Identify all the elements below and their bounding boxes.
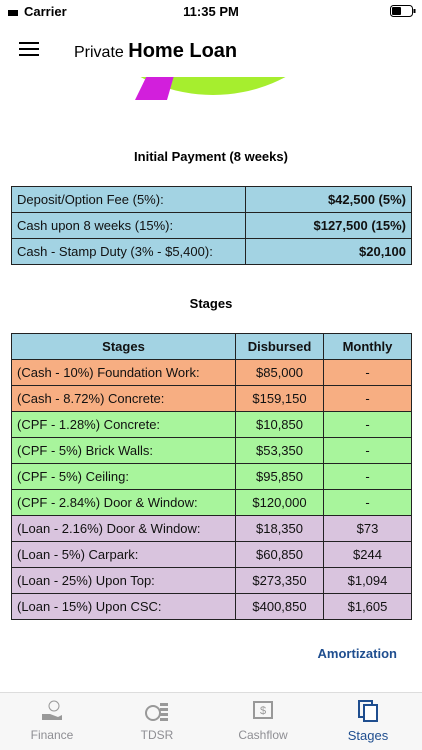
tab-label: Cashflow [238,728,288,742]
cell: Cash upon 8 weeks (15%): [11,212,246,239]
pie-fragment [135,77,286,100]
tab-label: Finance [30,728,74,742]
cell: - [323,411,412,438]
cell: (Loan - 25%) Upon Top: [11,567,236,594]
cell: - [323,437,412,464]
cell: $400,850 [235,593,324,620]
table-row: Cash upon 8 weeks (15%): $127,500 (15%) [11,212,412,239]
cell: (Cash - 8.72%) Concrete: [11,385,236,412]
amortization-link[interactable]: Amortization [317,646,397,661]
title: Home Loan [128,40,238,62]
cell: (Loan - 5%) Carpark: [11,541,236,568]
status-carrier: Carrier [8,4,67,19]
cell: $60,850 [235,541,324,568]
table-row: (CPF - 1.28%) Concrete: $10,850- [11,411,412,438]
table-row: (Cash - 8.72%) Concrete: $159,150- [11,385,412,412]
tab-label: TDSR [140,728,174,742]
status-time: 11:35 PM [183,4,239,19]
title-prefix: Private [74,44,124,61]
cell: $42,500 (5%) [245,186,412,213]
cell: - [323,463,412,490]
nav-bg [0,0,422,77]
cell: - [323,359,412,386]
cell: (Cash - 10%) Foundation Work: [11,359,236,386]
tab-selected[interactable]: Stages [323,700,413,743]
tab[interactable]: TDSR [112,700,202,742]
table-row: (Loan - 2.16%) Door & Window: $18,350 $73 [11,515,412,542]
cell: Cash - Stamp Duty (3% - $5,400): [11,238,246,265]
cell: $85,000 [235,359,324,386]
section-title: Stages [189,296,233,311]
table-row: Cash - Stamp Duty (3% - $5,400): $20,100 [11,238,412,265]
table-row: Deposit/Option Fee (5%): $42,500 (5%) [11,186,412,213]
cell: $73 [323,515,412,542]
battery [390,5,416,17]
carrier: Carrier [24,4,67,19]
cell: $244 [323,541,412,568]
cell: $1,605 [323,593,412,620]
header-row: Stages Disbursed Monthly [11,333,412,360]
cell: $10,850 [235,411,324,438]
cell: $120,000 [235,489,324,516]
cell: Deposit/Option Fee (5%): [11,186,246,213]
tab-label: Stages [347,728,389,743]
tab[interactable]: $ Cashflow [218,700,308,742]
svg-text:$: $ [260,705,266,717]
cell: (CPF - 5%) Ceiling: [11,463,236,490]
menu-button[interactable] [19,41,39,57]
header-cell: Stages [11,333,236,360]
cell: - [323,489,412,516]
cell: (CPF - 1.28%) Concrete: [11,411,236,438]
table-row: (CPF - 5%) Brick Walls: $53,350- [11,437,412,464]
table-row: (Loan - 15%) Upon CSC: $400,850 $1,605 [11,593,412,620]
nav-title: Private Home Loan [74,40,237,63]
cell: $273,350 [235,567,324,594]
stages-table: Stages Disbursed Monthly (Cash - 10%) Found… [11,333,412,620]
cell: - [323,385,412,412]
header-cell: Disbursed [235,333,324,360]
cell: $1,094 [323,567,412,594]
section-title: Initial Payment (8 weeks) [134,149,288,164]
cell: $18,350 [235,515,324,542]
cell: $95,850 [235,463,324,490]
initial-payment-table: Deposit/Option Fee (5%): $42,500 (5%) Cash… [11,186,412,265]
tab-bar [0,692,422,750]
cell: $127,500 (15%) [245,212,412,239]
cell: $53,350 [235,437,324,464]
table-row: (CPF - 5%) Ceiling: $95,850- [11,463,412,490]
cell: (CPF - 2.84%) Door & Window: [11,489,236,516]
cell: $20,100 [245,238,412,265]
cell: $159,150 [235,385,324,412]
table-row: (Loan - 5%) Carpark: $60,850 $244 [11,541,412,568]
cell: (Loan - 2.16%) Door & Window: [11,515,236,542]
cell: (CPF - 5%) Brick Walls: [11,437,236,464]
table-row: (Loan - 25%) Upon Top: $273,350 $1,094 [11,567,412,594]
header-cell: Monthly [323,333,412,360]
table-row: (CPF - 2.84%) Door & Window: $120,000- [11,489,412,516]
cell: (Loan - 15%) Upon CSC: [11,593,236,620]
tab[interactable]: Finance [7,700,97,742]
table-row: (Cash - 10%) Foundation Work: $85,000- [11,359,412,386]
